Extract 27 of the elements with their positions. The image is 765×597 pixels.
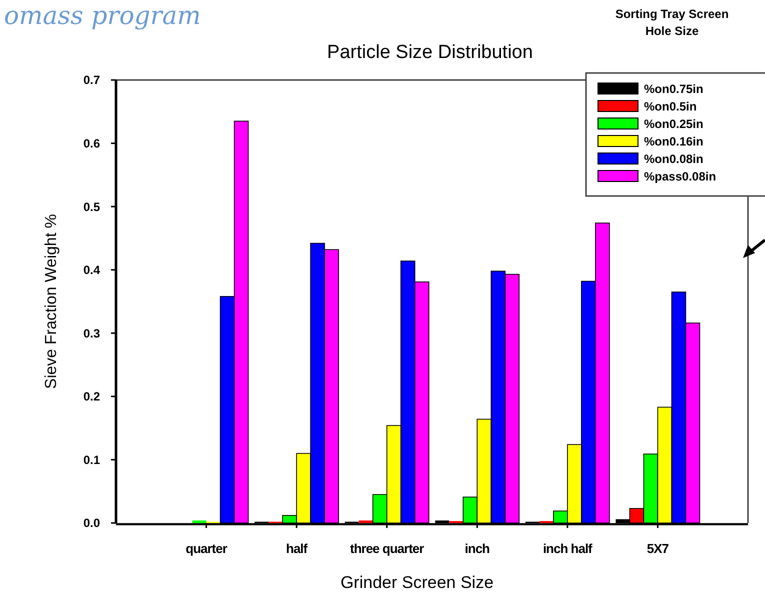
legend-label: %on0.25in [644,117,704,132]
bar [358,520,373,523]
x-tick-label: three quarter [350,541,424,556]
y-tick-label: 0.5 [83,200,100,214]
x-axis-title: Grinder Screen Size [340,573,494,592]
bar [192,520,206,523]
legend-label: %pass0.08in [644,170,716,184]
x-tick-label: inch [464,541,490,556]
legend-label: %on0.75in [644,82,704,96]
y-tick-label: 0.6 [83,136,100,150]
y-tick-label: 0.1 [83,452,100,467]
y-tick-label: 0.0 [83,516,100,530]
x-tick-label: quarter [186,541,228,556]
legend-title: Sorting Tray Screen Hole Size [615,7,729,38]
chart-title: Particle Size Distribution [327,42,533,63]
x-tick-label: half [286,541,308,556]
y-tick-label: 0.7 [83,73,100,88]
y-axis-title: Sieve Fraction Weight % [43,214,60,389]
legend-label: %on0.16in [644,134,704,149]
text: omass program [4,1,201,30]
y-tick-label: 0.3 [83,326,100,340]
legend-label: %on0.5in [644,100,697,114]
y-tick-label: 0.4 [83,263,100,278]
y-tick-label: 0.2 [83,390,100,404]
legend-label: %on0.08in [644,152,704,166]
x-tick-label: 5X7 [646,541,669,556]
x-tick-label: inch half [542,541,594,556]
